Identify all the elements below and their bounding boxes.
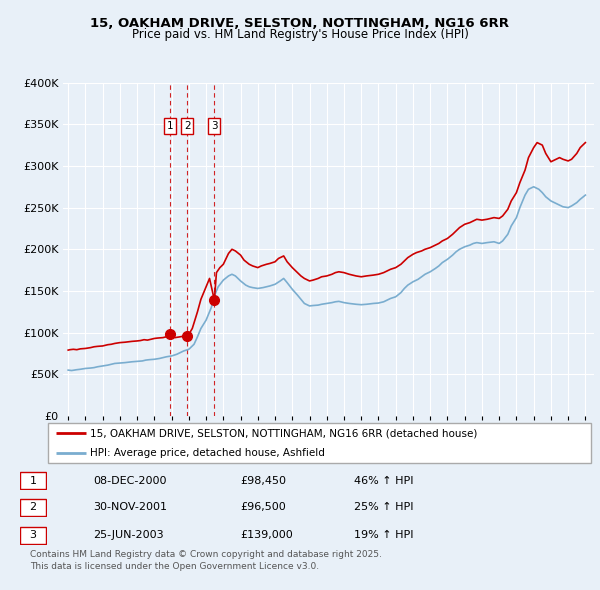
Text: 08-DEC-2000: 08-DEC-2000 [93, 476, 167, 486]
Text: 25-JUN-2003: 25-JUN-2003 [93, 530, 164, 540]
Text: 15, OAKHAM DRIVE, SELSTON, NOTTINGHAM, NG16 6RR (detached house): 15, OAKHAM DRIVE, SELSTON, NOTTINGHAM, N… [91, 428, 478, 438]
Text: 15, OAKHAM DRIVE, SELSTON, NOTTINGHAM, NG16 6RR: 15, OAKHAM DRIVE, SELSTON, NOTTINGHAM, N… [91, 17, 509, 30]
Text: 19% ↑ HPI: 19% ↑ HPI [354, 530, 413, 540]
Text: 3: 3 [211, 121, 218, 131]
Text: This data is licensed under the Open Government Licence v3.0.: This data is licensed under the Open Gov… [30, 562, 319, 571]
FancyBboxPatch shape [48, 423, 591, 463]
Text: 1: 1 [29, 476, 37, 486]
Text: 1: 1 [167, 121, 173, 131]
Text: 3: 3 [29, 530, 37, 540]
Text: £96,500: £96,500 [240, 503, 286, 512]
Text: HPI: Average price, detached house, Ashfield: HPI: Average price, detached house, Ashf… [91, 448, 325, 458]
Text: £98,450: £98,450 [240, 476, 286, 486]
Text: £139,000: £139,000 [240, 530, 293, 540]
Text: 2: 2 [184, 121, 191, 131]
FancyBboxPatch shape [20, 499, 46, 516]
Text: Contains HM Land Registry data © Crown copyright and database right 2025.: Contains HM Land Registry data © Crown c… [30, 550, 382, 559]
FancyBboxPatch shape [20, 527, 46, 543]
Text: 2: 2 [29, 503, 37, 512]
Text: 46% ↑ HPI: 46% ↑ HPI [354, 476, 413, 486]
Text: 25% ↑ HPI: 25% ↑ HPI [354, 503, 413, 512]
Text: 30-NOV-2001: 30-NOV-2001 [93, 503, 167, 512]
Text: Price paid vs. HM Land Registry's House Price Index (HPI): Price paid vs. HM Land Registry's House … [131, 28, 469, 41]
FancyBboxPatch shape [20, 473, 46, 489]
